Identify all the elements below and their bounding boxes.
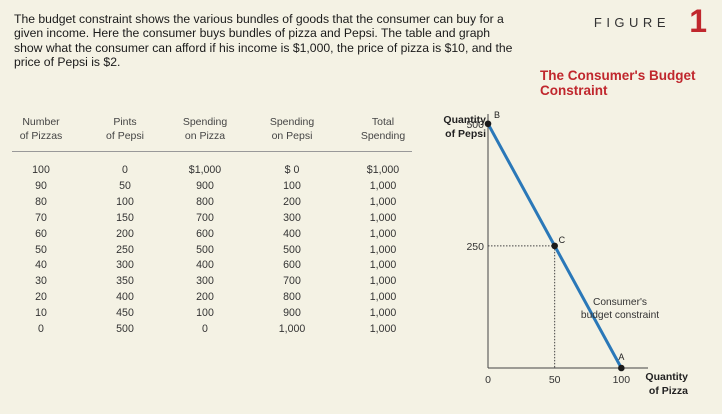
y-tick-label: 250	[466, 241, 484, 253]
table-cell: 200	[196, 291, 214, 304]
table-cell: 50	[35, 243, 47, 256]
table-cell: 200	[116, 227, 134, 240]
table-cell: 1,000	[369, 307, 397, 320]
table-cell: $1,000	[188, 164, 222, 176]
table-cell: 1,000	[369, 275, 397, 288]
table-cell: 50	[119, 179, 131, 192]
table-cell: 300	[283, 211, 301, 224]
table-cell: 250	[116, 243, 134, 256]
table-cell: 600	[283, 259, 301, 272]
table-cell: 1,000	[369, 291, 397, 304]
figure-number: 1	[689, 3, 707, 39]
table-cell: 100	[283, 179, 301, 192]
x-tick-label: 100	[613, 374, 631, 386]
table-header-rule	[12, 151, 412, 152]
intro-paragraph: The budget constraint shows the various …	[14, 12, 513, 70]
table-cell: 450	[116, 307, 134, 320]
table-cell: 80	[35, 195, 47, 208]
table-cell: 400	[283, 227, 301, 240]
table-cell: 1,000	[369, 259, 397, 272]
table-header-0: Number of Pizzas	[19, 116, 63, 142]
x-tick-label: 50	[549, 374, 561, 386]
table-cell: 0	[122, 164, 128, 176]
table-cell: 1,000	[278, 323, 306, 335]
table-cell: 100	[196, 307, 214, 320]
table-cell: 500	[283, 243, 301, 256]
table-cell: 70	[35, 211, 47, 224]
table-cell: 700	[196, 211, 214, 224]
table-cell: 1,000	[369, 243, 397, 256]
table-cell: 1,000	[369, 227, 397, 240]
point-label-b: B	[494, 110, 500, 120]
line-annotation: Consumer's	[593, 297, 647, 308]
table-cell: 800	[283, 291, 301, 304]
point-b	[484, 120, 492, 128]
table-header-1: Pints of Pepsi	[106, 116, 144, 142]
y-axis-label: Quantity	[443, 114, 486, 126]
table-cell: 1,000	[369, 179, 397, 192]
table-cell: 200	[283, 195, 301, 208]
table-cell: 0	[38, 323, 44, 335]
table-cell: 600	[196, 227, 214, 240]
table-cell: 350	[116, 275, 134, 288]
point-a	[618, 364, 625, 372]
table-cell: 100	[116, 195, 134, 208]
table-cell: 30	[35, 275, 47, 288]
figure-title: The Consumer's Budget Constraint	[540, 68, 696, 98]
table-cell: 900	[196, 179, 214, 192]
table-cell: 300	[116, 259, 134, 272]
y-tick-label: 500	[466, 119, 484, 131]
table-cell: 20	[35, 291, 47, 304]
point-label-c: C	[559, 235, 566, 245]
y-axis-label-line2: of Pepsi	[445, 128, 486, 140]
table-header-2: Spending on Pizza	[182, 116, 228, 142]
table-cell: 10	[35, 307, 47, 320]
table-cell: 400	[116, 291, 134, 304]
table-cell: 800	[196, 195, 214, 208]
point-label-a: A	[618, 352, 624, 362]
table-cell: 100	[32, 164, 50, 176]
x-axis-label-line2: of Pizza	[649, 385, 688, 397]
table-cell: 700	[283, 275, 301, 288]
table-header-4: Total Spending	[360, 116, 406, 142]
table-cell: 90	[35, 179, 47, 192]
table-cell: 1,000	[369, 211, 397, 224]
line-annotation-line2: budget constraint	[581, 310, 659, 321]
figure-label: FIGURE	[593, 15, 670, 30]
table-cell: 400	[196, 259, 214, 272]
x-axis-label: Quantity	[645, 371, 688, 383]
table-header-3: Spending on Pepsi	[269, 116, 315, 142]
table-cell: 0	[202, 323, 208, 335]
table-cell: 40	[35, 259, 47, 272]
table-cell: 60	[35, 227, 47, 240]
table-cell: 500	[196, 243, 214, 256]
table-cell: 150	[116, 211, 134, 224]
table-cell: 900	[283, 307, 301, 320]
x-tick-label: 0	[485, 374, 491, 386]
table-cell: 1,000	[369, 195, 397, 208]
point-c	[551, 242, 558, 250]
table-cell: $ 0	[284, 164, 300, 176]
table-cell: $1,000	[366, 164, 400, 176]
table-cell: 500	[116, 323, 134, 335]
table-cell: 1,000	[369, 323, 397, 335]
table-cell: 300	[196, 275, 214, 288]
